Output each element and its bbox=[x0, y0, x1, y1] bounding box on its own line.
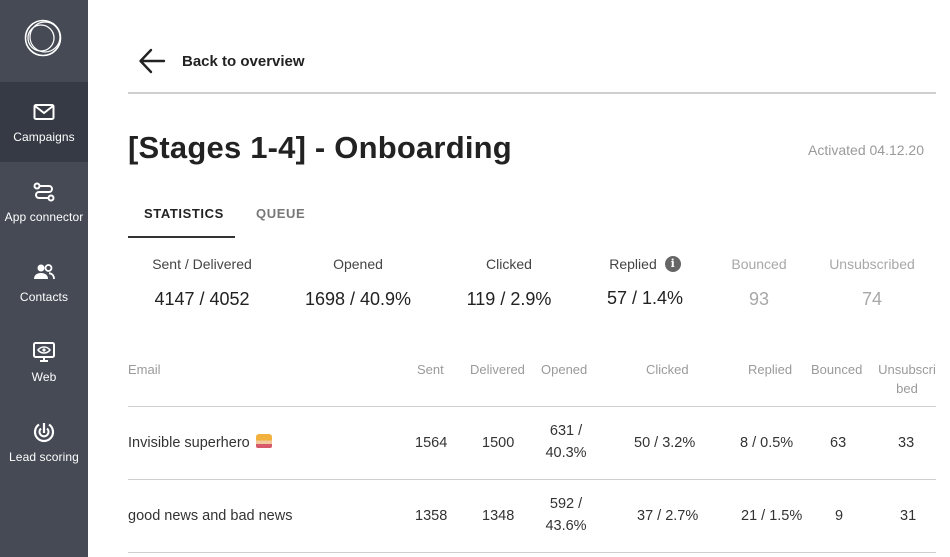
stat-value: 1698 / 40.9% bbox=[304, 289, 412, 309]
logo-icon[interactable] bbox=[23, 18, 63, 58]
opened-count: 631 / bbox=[549, 423, 583, 439]
back-label: Back to overview bbox=[182, 52, 305, 70]
column-header-sent[interactable]: Sent bbox=[417, 362, 444, 377]
stat-label: Replied bbox=[609, 256, 657, 272]
cell-clicked: 50 / 3.2% bbox=[634, 435, 696, 451]
sidebar-item-label: Campaigns bbox=[13, 130, 75, 144]
cell-replied: 21 / 1.5% bbox=[741, 508, 803, 524]
mail-icon bbox=[33, 104, 55, 120]
cell-replied: 8 / 0.5% bbox=[740, 435, 794, 451]
column-header-opened[interactable]: Opened bbox=[541, 362, 588, 377]
sidebar: Campaigns App connector Contacts Web bbox=[0, 0, 88, 557]
stat-clicked: Clicked 119 / 2.9% bbox=[454, 256, 564, 310]
back-to-overview-link[interactable]: Back to overview bbox=[138, 46, 305, 76]
column-header-bounced[interactable]: Bounced bbox=[811, 362, 863, 377]
stat-sent-delivered: Sent / Delivered 4147 / 4052 bbox=[138, 256, 266, 310]
stat-replied: Replied i 57 / 1.4% bbox=[590, 256, 700, 309]
cell-unsubscribed: 31 bbox=[900, 508, 917, 524]
column-header-unsubscribed[interactable]: Unsubscri bed bbox=[876, 360, 938, 398]
unsub-header-line2: bed bbox=[896, 381, 918, 396]
column-header-email[interactable]: Email bbox=[128, 362, 161, 377]
cell-unsubscribed: 33 bbox=[898, 435, 915, 451]
stat-label: Sent / Delivered bbox=[152, 256, 252, 272]
info-icon[interactable]: i bbox=[664, 256, 681, 272]
column-header-clicked[interactable]: Clicked bbox=[646, 362, 689, 377]
sidebar-item-label: App connector bbox=[4, 210, 84, 224]
sidebar-item-label: Contacts bbox=[19, 290, 69, 304]
cell-email: good news and bad news bbox=[128, 508, 293, 524]
cell-opened: 631 / 40.3% bbox=[537, 420, 595, 464]
email-name: Invisible superhero bbox=[128, 435, 250, 451]
sidebar-item-campaigns[interactable]: Campaigns bbox=[0, 82, 88, 162]
cell-sent: 1564 bbox=[415, 435, 448, 451]
stat-label: Unsubscribed bbox=[829, 256, 915, 272]
arrow-left-icon bbox=[139, 48, 166, 74]
cell-clicked: 37 / 2.7% bbox=[637, 508, 699, 524]
opened-percent: 43.6% bbox=[545, 518, 587, 534]
column-header-replied[interactable]: Replied bbox=[748, 362, 793, 377]
stat-value: 93 bbox=[748, 289, 770, 309]
target-icon bbox=[33, 423, 55, 443]
sidebar-item-app-connector[interactable]: App connector bbox=[0, 162, 88, 242]
stat-label: Clicked bbox=[486, 256, 532, 272]
stat-unsubscribed: Unsubscribed 74 bbox=[822, 256, 922, 310]
tab-statistics[interactable]: STATISTICS bbox=[144, 206, 224, 221]
cell-bounced: 63 bbox=[830, 435, 847, 451]
active-tab-indicator bbox=[128, 236, 235, 238]
table-divider bbox=[128, 552, 936, 553]
superhero-emoji-icon bbox=[255, 434, 272, 448]
cell-opened: 592 / 43.6% bbox=[537, 493, 595, 537]
sidebar-item-label: Web bbox=[31, 370, 57, 384]
web-monitor-icon bbox=[33, 342, 55, 362]
column-header-delivered[interactable]: Delivered bbox=[470, 362, 525, 377]
stat-bounced: Bounced 93 bbox=[716, 256, 802, 310]
cell-bounced: 9 bbox=[835, 508, 844, 524]
cell-sent: 1358 bbox=[415, 508, 448, 524]
table-divider bbox=[128, 406, 936, 407]
cell-delivered: 1500 bbox=[482, 435, 515, 451]
stat-label: Opened bbox=[333, 256, 383, 272]
stat-value: 74 bbox=[861, 289, 883, 309]
activated-date: Activated 04.12.20 bbox=[808, 142, 924, 158]
stat-value: 4147 / 4052 bbox=[154, 289, 250, 309]
opened-percent: 40.3% bbox=[545, 445, 587, 461]
sidebar-item-lead-scoring[interactable]: Lead scoring bbox=[0, 402, 88, 482]
sidebar-item-web[interactable]: Web bbox=[0, 322, 88, 402]
stat-opened: Opened 1698 / 40.9% bbox=[296, 256, 420, 310]
cell-email: Invisible superhero bbox=[128, 432, 272, 454]
tab-queue[interactable]: QUEUE bbox=[256, 206, 306, 221]
page-title: [Stages 1-4] - Onboarding bbox=[128, 130, 512, 165]
cell-delivered: 1348 bbox=[482, 508, 515, 524]
unsub-header-line1: Unsubscri bbox=[878, 362, 936, 377]
connector-icon bbox=[33, 182, 55, 202]
stat-value: 119 / 2.9% bbox=[466, 289, 552, 309]
table-divider bbox=[128, 479, 936, 480]
contacts-icon bbox=[34, 264, 55, 280]
stat-value: 57 / 1.4% bbox=[606, 288, 684, 308]
stat-label: Bounced bbox=[731, 256, 787, 272]
divider bbox=[128, 92, 936, 94]
sidebar-item-contacts[interactable]: Contacts bbox=[0, 242, 88, 322]
opened-count: 592 / bbox=[549, 496, 583, 512]
sidebar-item-label: Lead scoring bbox=[9, 450, 79, 464]
